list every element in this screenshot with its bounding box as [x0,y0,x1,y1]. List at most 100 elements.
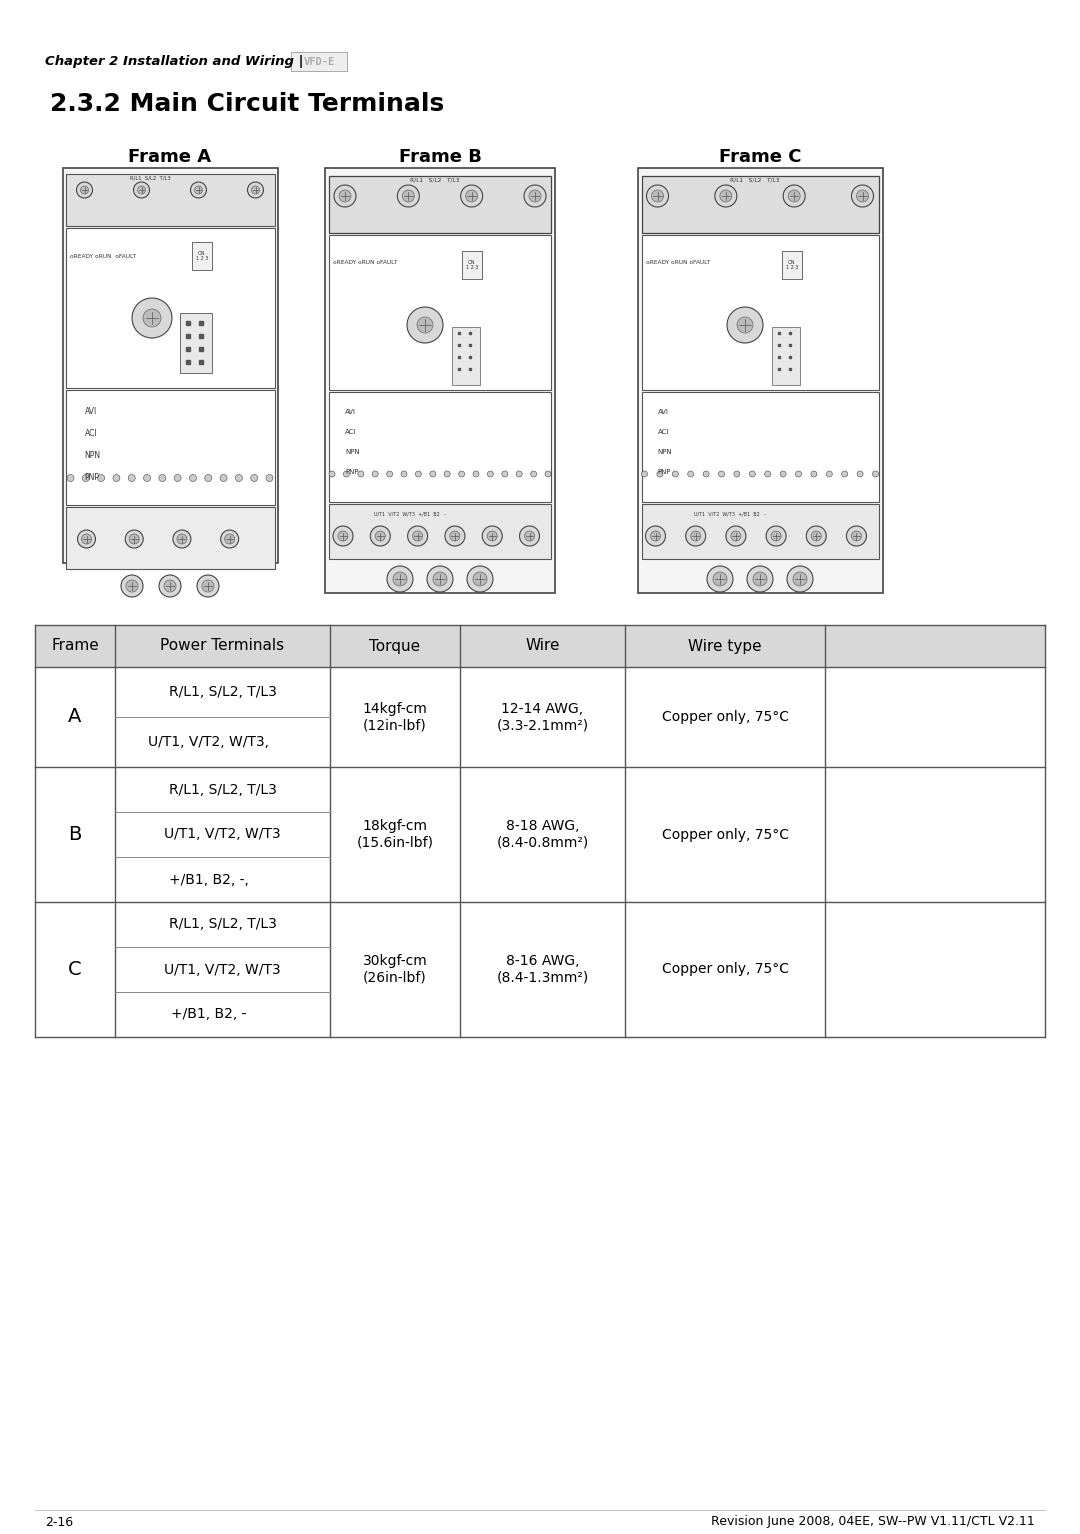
Bar [329,176,551,233]
Circle shape [502,471,508,477]
Bar [35,624,1045,1037]
Circle shape [67,474,75,482]
Circle shape [765,471,771,477]
Circle shape [847,526,866,546]
Bar [329,235,551,390]
Circle shape [177,534,187,545]
Text: 30kgf-cm
(26in-lbf): 30kgf-cm (26in-lbf) [363,954,428,985]
Text: C: C [68,960,82,979]
Text: R/L1, S/L2, T/L3: R/L1, S/L2, T/L3 [168,917,276,931]
Text: U/T1  V/T2  W/T3  +/B1  B2   -: U/T1 V/T2 W/T3 +/B1 B2 - [374,511,446,517]
Circle shape [545,471,551,477]
Circle shape [788,190,800,202]
Circle shape [525,531,535,542]
Circle shape [524,186,546,207]
Text: 8-16 AWG,
(8.4-1.3mm²): 8-16 AWG, (8.4-1.3mm²) [497,954,589,985]
Circle shape [530,471,537,477]
Circle shape [403,190,415,202]
Circle shape [164,580,176,592]
Circle shape [202,580,214,592]
Circle shape [766,526,786,546]
Text: ON
1 2 3: ON 1 2 3 [786,259,798,270]
Text: Frame A: Frame A [129,147,212,166]
Text: B: B [68,825,82,844]
Circle shape [97,474,105,482]
Circle shape [731,531,741,542]
Circle shape [132,298,172,337]
Circle shape [357,471,364,477]
Circle shape [807,526,826,546]
Circle shape [473,572,487,586]
Text: Copper only, 75°C: Copper only, 75°C [661,827,788,842]
Text: Power Terminals: Power Terminals [161,638,284,653]
Circle shape [190,183,206,198]
Circle shape [459,471,464,477]
Circle shape [450,531,460,542]
Text: 2-16: 2-16 [45,1516,73,1528]
Text: +/B1, B2, -: +/B1, B2, - [171,1008,246,1022]
Circle shape [417,318,433,333]
Text: R/L1  S/L2  T/L3: R/L1 S/L2 T/L3 [130,175,171,181]
Circle shape [397,186,419,207]
Circle shape [129,474,135,482]
Text: U/T1, V/T2, W/T3,: U/T1, V/T2, W/T3, [148,735,269,749]
Circle shape [121,575,143,597]
Circle shape [235,474,242,482]
Circle shape [727,307,762,344]
Circle shape [329,471,335,477]
Circle shape [144,474,150,482]
Text: U/T1  V/T2  W/T3  +/B1  B2   -: U/T1 V/T2 W/T3 +/B1 B2 - [694,511,766,517]
Circle shape [174,474,181,482]
Circle shape [247,183,264,198]
Circle shape [642,471,648,477]
Bar [66,229,274,388]
Text: ACI: ACI [345,430,356,436]
Text: Copper only, 75°C: Copper only, 75°C [661,710,788,724]
Circle shape [126,580,138,592]
Text: AVI: AVI [658,410,669,416]
Circle shape [647,186,669,207]
Bar [66,508,274,569]
Text: +/B1, B2, -,: +/B1, B2, -, [168,873,248,887]
Circle shape [78,531,95,548]
Circle shape [301,873,315,887]
Circle shape [430,471,436,477]
Text: U/T1, V/T2, W/T3: U/T1, V/T2, W/T3 [164,962,281,977]
Circle shape [703,471,710,477]
Circle shape [251,474,258,482]
Bar [63,169,278,563]
Text: R/L1   S/L2   T/L3: R/L1 S/L2 T/L3 [410,178,460,183]
Circle shape [688,471,693,477]
Text: AVI: AVI [345,410,356,416]
Circle shape [529,190,541,202]
Circle shape [444,471,450,477]
Circle shape [793,572,807,586]
Circle shape [856,190,868,202]
Circle shape [796,471,801,477]
Circle shape [413,531,422,542]
Circle shape [393,572,407,586]
Circle shape [811,471,816,477]
Text: 18kgf-cm
(15.6in-lbf): 18kgf-cm (15.6in-lbf) [356,819,433,850]
Bar [642,505,878,558]
Circle shape [753,572,767,586]
Circle shape [376,531,386,542]
Text: PNP: PNP [84,474,99,483]
Circle shape [771,531,781,542]
Text: PNP: PNP [658,469,671,476]
Circle shape [173,531,191,548]
Circle shape [747,566,773,592]
Text: Wire type: Wire type [688,638,761,653]
Bar [642,176,878,233]
Text: AVI: AVI [84,408,97,417]
Circle shape [650,531,661,542]
Circle shape [445,526,464,546]
Bar [453,327,480,385]
Text: A: A [68,707,82,727]
Text: PNP: PNP [345,469,359,476]
Circle shape [651,190,663,202]
Circle shape [783,186,806,207]
Circle shape [137,186,146,193]
Circle shape [787,566,813,592]
FancyBboxPatch shape [291,52,347,71]
